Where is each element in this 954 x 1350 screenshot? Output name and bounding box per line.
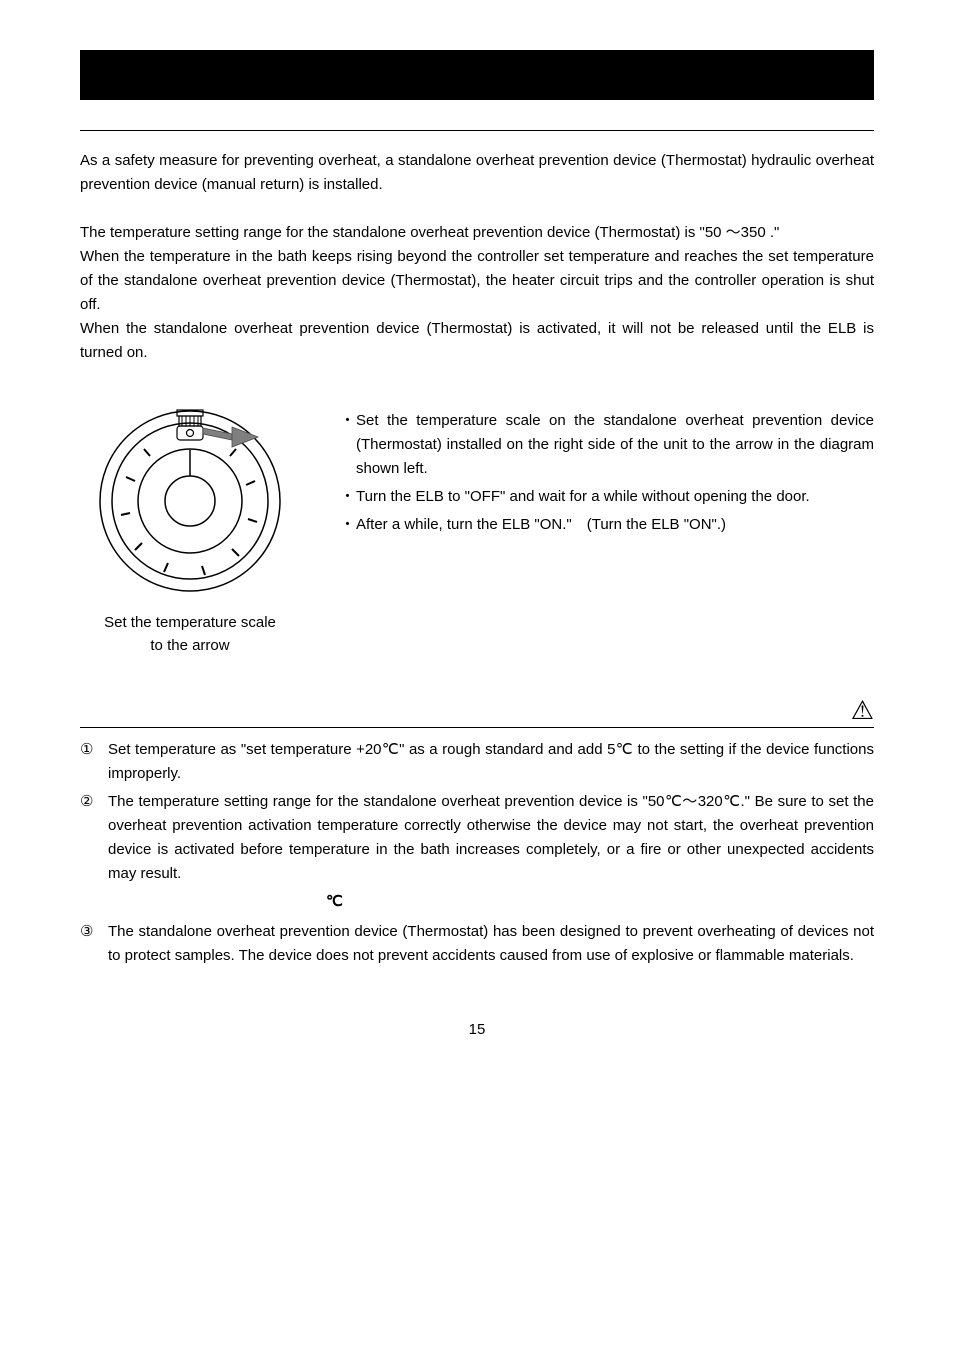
numbered-text: The temperature setting range for the st… [108,790,874,886]
page-number: 15 [80,1018,874,1042]
circled-number: ① [80,738,108,786]
bullet-text: Set the temperature scale on the standal… [356,409,874,481]
bullet-marker: ・ [340,409,356,481]
intro-paragraph: As a safety measure for preventing overh… [80,149,874,197]
celsius-symbol-row: ℃ [80,890,874,914]
diagram-row: Set the temperature scale to the arrow ・… [80,401,874,657]
numbered-item: ③ The standalone overheat prevention dev… [80,920,874,968]
header-black-bar [80,50,874,100]
caption-line-2: to the arrow [150,637,229,654]
warning-icon-row: ⚠ [80,697,874,723]
bullet-item: ・ After a while, turn the ELB "ON." (Tur… [340,513,874,537]
numbered-item: ① Set temperature as "set temperature +2… [80,738,874,786]
bullet-marker: ・ [340,513,356,537]
circled-number: ③ [80,920,108,968]
numbered-item: ② The temperature setting range for the … [80,790,874,886]
para-activate: When the standalone overheat prevention … [80,320,874,361]
bullet-item: ・ Set the temperature scale on the stand… [340,409,874,481]
diagram-column: Set the temperature scale to the arrow [80,401,300,657]
diagram-caption: Set the temperature scale to the arrow [80,612,300,657]
bullet-text: After a while, turn the ELB "ON." (Turn … [356,513,874,537]
numbered-text: The standalone overheat prevention devic… [108,920,874,968]
warning-divider [80,727,874,728]
para-range: The temperature setting range for the st… [80,224,779,241]
thermostat-dial-diagram [90,401,290,596]
celsius-symbol: ℃ [326,893,343,910]
caption-line-1: Set the temperature scale [104,614,276,631]
circled-number: ② [80,790,108,886]
bullet-item: ・ Turn the ELB to "OFF" and wait for a w… [340,485,874,509]
body-paragraphs: The temperature setting range for the st… [80,221,874,365]
instruction-column: ・ Set the temperature scale on the stand… [340,401,874,657]
bullet-marker: ・ [340,485,356,509]
numbered-text: Set temperature as "set temperature +20℃… [108,738,874,786]
bullet-text: Turn the ELB to "OFF" and wait for a whi… [356,485,874,509]
section-divider-top [80,130,874,131]
warning-triangle-icon: ⚠ [851,697,874,723]
para-rise: When the temperature in the bath keeps r… [80,248,874,313]
